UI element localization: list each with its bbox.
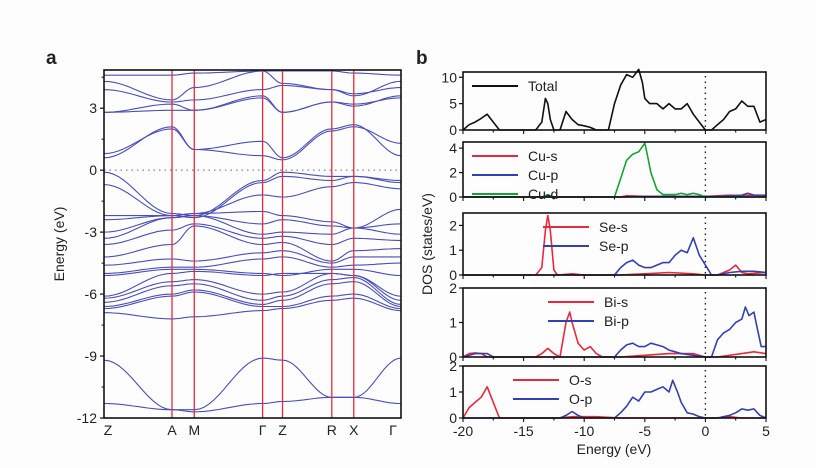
y-tick-label: 10 xyxy=(441,69,457,85)
plot-frame xyxy=(103,69,402,419)
x-tick-label: -20 xyxy=(453,423,473,439)
band-line xyxy=(103,215,401,233)
k-point-label: A xyxy=(167,422,177,438)
y-tick-label: 4 xyxy=(449,140,457,156)
panel-b-label: b xyxy=(416,48,428,69)
band-line xyxy=(103,291,402,310)
k-point-label: Γ xyxy=(259,422,267,438)
y-tick-label: 0 xyxy=(449,267,457,283)
legend-label: Bi-s xyxy=(604,294,628,310)
y-tick-label: 1 xyxy=(449,384,457,400)
k-point-label: X xyxy=(349,422,359,438)
band-line xyxy=(104,256,401,274)
y-tick-label: 2 xyxy=(449,165,457,181)
y-tick-label: 0 xyxy=(449,410,457,426)
legend-label: Bi-p xyxy=(604,313,629,329)
band-line xyxy=(103,126,402,161)
x-tick-label: -15 xyxy=(513,423,533,439)
legend-label: Cu-p xyxy=(528,167,559,183)
dos-subplot: 0 5 10 Total xyxy=(441,68,767,138)
x-tick-label: -10 xyxy=(574,423,594,439)
band-line xyxy=(103,268,402,277)
band-line xyxy=(103,396,401,413)
y-tick-label: 1 xyxy=(449,315,457,331)
k-point-label: Γ xyxy=(389,422,397,438)
legend-label: O-s xyxy=(569,372,592,388)
band-line xyxy=(103,70,402,101)
dos-series-line xyxy=(463,379,767,419)
dos-y-axis-label: DOS (states/eV) xyxy=(419,193,435,295)
y-tick-label: 0 xyxy=(449,122,457,138)
band-line xyxy=(103,171,402,217)
y-tick-label: 2 xyxy=(449,280,457,296)
dos-subplot: 0 1 2 O-s O-p xyxy=(449,358,767,426)
band-line xyxy=(103,84,401,103)
dos-series-line xyxy=(463,142,766,198)
plot-frame xyxy=(462,141,767,198)
y-tick-label: 3 xyxy=(89,100,97,116)
y-tick-label: -9 xyxy=(85,348,98,364)
legend-label: Se-s xyxy=(599,219,628,235)
plot-frame xyxy=(462,365,767,419)
y-tick-label: 2 xyxy=(449,358,457,374)
legend-label: Total xyxy=(528,78,558,94)
dos-x-axis-label: Energy (eV) xyxy=(577,441,652,457)
y-tick-label: -6 xyxy=(85,286,98,302)
k-point-label: R xyxy=(327,422,337,438)
y-tick-label: 1 xyxy=(449,242,457,258)
dos-series-line xyxy=(462,385,766,419)
k-point-label: Z xyxy=(278,422,287,438)
band-line xyxy=(103,215,402,239)
y-tick-label: 0 xyxy=(449,189,457,205)
band-line xyxy=(103,124,402,159)
band-line xyxy=(103,281,402,308)
y-tick-label: -3 xyxy=(85,224,98,240)
band-line xyxy=(104,297,402,320)
dos-series-line xyxy=(462,68,767,131)
band-line xyxy=(104,70,402,76)
y-tick-label: 0 xyxy=(449,349,457,365)
band-line xyxy=(103,223,401,246)
band-line xyxy=(103,225,402,262)
x-tick-label: 5 xyxy=(762,423,770,439)
dos-series-line xyxy=(463,237,767,276)
x-tick-label: 0 xyxy=(702,423,710,439)
y-tick-label: 0 xyxy=(89,162,97,178)
band-line xyxy=(103,357,402,411)
dos-subplot: 0 2 4 Cu-s Cu-p Cu-d xyxy=(449,140,767,205)
band-structure-panel: 30-3-6-9-12Z A M Γ Z R X Γ xyxy=(77,69,402,438)
dos-subplot: 0 1 2 Bi-s Bi-p xyxy=(449,280,767,365)
x-tick-label: -5 xyxy=(639,423,652,439)
y-tick-label: 5 xyxy=(449,96,457,112)
legend-label: Cu-d xyxy=(528,186,558,202)
k-point-label: M xyxy=(188,422,200,438)
dos-series-line xyxy=(462,306,766,358)
band-line xyxy=(103,277,402,305)
band-line xyxy=(104,182,402,217)
legend-label: Cu-s xyxy=(528,148,558,164)
dos-subplot: 0 1 2 Se-s Se-p xyxy=(449,212,767,283)
band-line xyxy=(103,270,402,297)
y-tick-label: -12 xyxy=(77,410,97,426)
band-line xyxy=(104,95,402,113)
legend-label: Se-p xyxy=(599,238,629,254)
k-point-label: Z xyxy=(104,422,113,438)
band-line xyxy=(103,97,402,113)
panel-a-label: a xyxy=(46,48,57,69)
band-line xyxy=(104,208,402,229)
band-y-axis-label: Energy (eV) xyxy=(51,207,67,282)
band-line xyxy=(103,250,401,266)
legend-label: O-p xyxy=(569,391,593,407)
y-tick-label: 2 xyxy=(449,217,457,233)
